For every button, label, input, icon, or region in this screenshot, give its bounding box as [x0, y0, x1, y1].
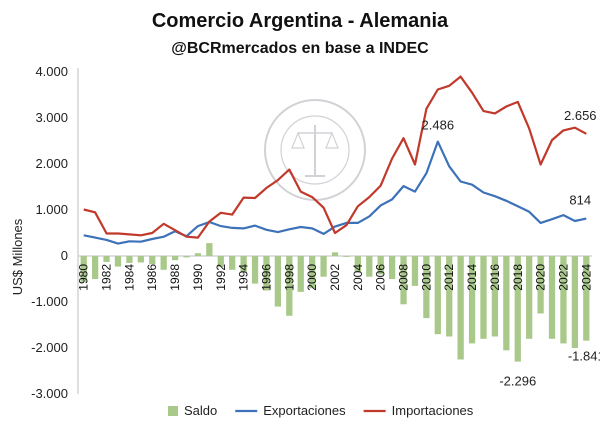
saldo-bar: [343, 256, 350, 257]
saldo-bar: [103, 256, 110, 262]
saldo-bar: [217, 256, 224, 268]
data-label: 2.656: [564, 108, 597, 123]
data-label: 2.486: [422, 118, 455, 133]
saldo-bar: [274, 256, 282, 307]
x-tick-label: 2020: [534, 264, 548, 291]
saldo-bar: [194, 253, 202, 256]
saldo-bar: [571, 256, 579, 348]
x-tick-label: 2000: [305, 264, 319, 291]
saldo-bar: [514, 256, 521, 362]
x-tick-label: 2002: [328, 264, 342, 291]
saldo-bar: [377, 256, 384, 275]
data-label: -2.296: [499, 374, 536, 389]
saldo-bar: [400, 256, 407, 305]
saldo-bar: [560, 256, 567, 344]
saldo-bar: [160, 256, 167, 270]
saldo-bars: [80, 243, 590, 362]
watermark-seal-icon: [264, 99, 366, 201]
saldo-bar: [297, 256, 304, 292]
saldo-bar: [91, 256, 99, 279]
x-tick-label: 2004: [351, 264, 365, 291]
saldo-bar: [480, 256, 487, 339]
x-tick-label: 2024: [579, 264, 593, 291]
saldo-bar: [320, 256, 327, 277]
y-tick-label: 0: [61, 248, 68, 263]
y-tick-label: 2.000: [35, 156, 68, 171]
saldo-bar: [526, 256, 533, 339]
saldo-bar: [537, 256, 544, 314]
x-tick-label: 2006: [374, 264, 388, 291]
saldo-bar: [583, 256, 590, 341]
x-tick-label: 1988: [168, 264, 182, 291]
saldo-bar: [503, 256, 510, 351]
x-tick-label: 2016: [488, 264, 502, 291]
chart-title: Comercio Argentina - Alemania: [152, 10, 449, 32]
saldo-bar: [457, 256, 464, 360]
y-axis-tick-labels: -3.000 -2.000 -1.000 0 1.000 2.000 3.000 4.000: [31, 64, 68, 401]
saldo-bar: [366, 256, 373, 277]
saldo-bar: [491, 256, 499, 337]
saldo-bar: [171, 256, 179, 261]
line-importaciones: [83, 75, 587, 239]
legend-label-exportaciones: Exportaciones: [263, 403, 346, 418]
saldo-bar: [126, 256, 133, 263]
x-tick-label: 1986: [145, 264, 159, 291]
saldo-bar: [80, 256, 87, 282]
data-label: 814: [569, 193, 591, 208]
saldo-bar: [240, 256, 247, 273]
saldo-bar: [114, 256, 122, 267]
saldo-bar: [251, 256, 259, 284]
y-tick-label: -3.000: [31, 386, 68, 401]
y-tick-label: 3.000: [35, 110, 68, 125]
annotations: 2.486 2.656 814 -2.296 -1.841: [422, 108, 600, 389]
x-axis-tick-labels: 1980 1982 1984 1986 1988 1990 1992 1994 1996 1998…: [77, 264, 594, 291]
series-lines: [83, 75, 587, 245]
x-tick-label: 1996: [259, 264, 273, 291]
saldo-bar: [388, 256, 396, 279]
saldo-bar: [423, 256, 430, 319]
x-tick-label: 1994: [237, 264, 251, 291]
x-tick-label: 2008: [397, 264, 411, 291]
legend-label-importaciones: Importaciones: [392, 403, 474, 418]
saldo-bar: [354, 256, 361, 273]
x-tick-label: 2012: [442, 264, 456, 291]
y-axis-label: US$ Millones: [10, 218, 25, 295]
saldo-bar: [411, 256, 419, 286]
saldo-bar: [183, 256, 190, 258]
legend-swatch-saldo: [168, 406, 178, 416]
y-tick-label: -1.000: [31, 294, 68, 309]
y-tick-label: 1.000: [35, 202, 68, 217]
x-tick-label: 1990: [191, 264, 205, 291]
x-tick-label: 2018: [511, 264, 525, 291]
chart-subtitle: @BCRmercados en base a INDEC: [171, 40, 429, 57]
saldo-bar: [137, 256, 144, 263]
saldo-bar: [434, 256, 441, 335]
saldo-bar: [331, 252, 339, 256]
legend-label-saldo: Saldo: [184, 403, 217, 418]
x-tick-label: 2022: [556, 264, 570, 291]
saldo-bar: [149, 256, 156, 265]
legend: Saldo Exportaciones Importaciones: [168, 403, 474, 418]
saldo-bar: [286, 256, 293, 316]
y-tick-label: -2.000: [31, 340, 68, 355]
saldo-bar: [468, 256, 476, 344]
line-exportaciones: [83, 140, 587, 245]
saldo-bar: [206, 243, 213, 256]
x-tick-label: 1992: [214, 264, 228, 291]
y-tick-label: 4.000: [35, 64, 68, 79]
x-tick-label: 1984: [122, 264, 136, 291]
x-tick-label: 2014: [465, 264, 479, 291]
saldo-bar: [309, 256, 316, 289]
x-tick-label: 1980: [77, 264, 91, 291]
data-label: -1.841: [568, 349, 600, 364]
saldo-bar: [263, 256, 270, 291]
saldo-bar: [548, 256, 556, 339]
saldo-bar: [229, 256, 236, 270]
x-tick-label: 2010: [419, 264, 433, 291]
x-tick-label: 1982: [100, 264, 114, 291]
saldo-bar: [446, 256, 453, 337]
x-tick-label: 1998: [282, 264, 296, 291]
